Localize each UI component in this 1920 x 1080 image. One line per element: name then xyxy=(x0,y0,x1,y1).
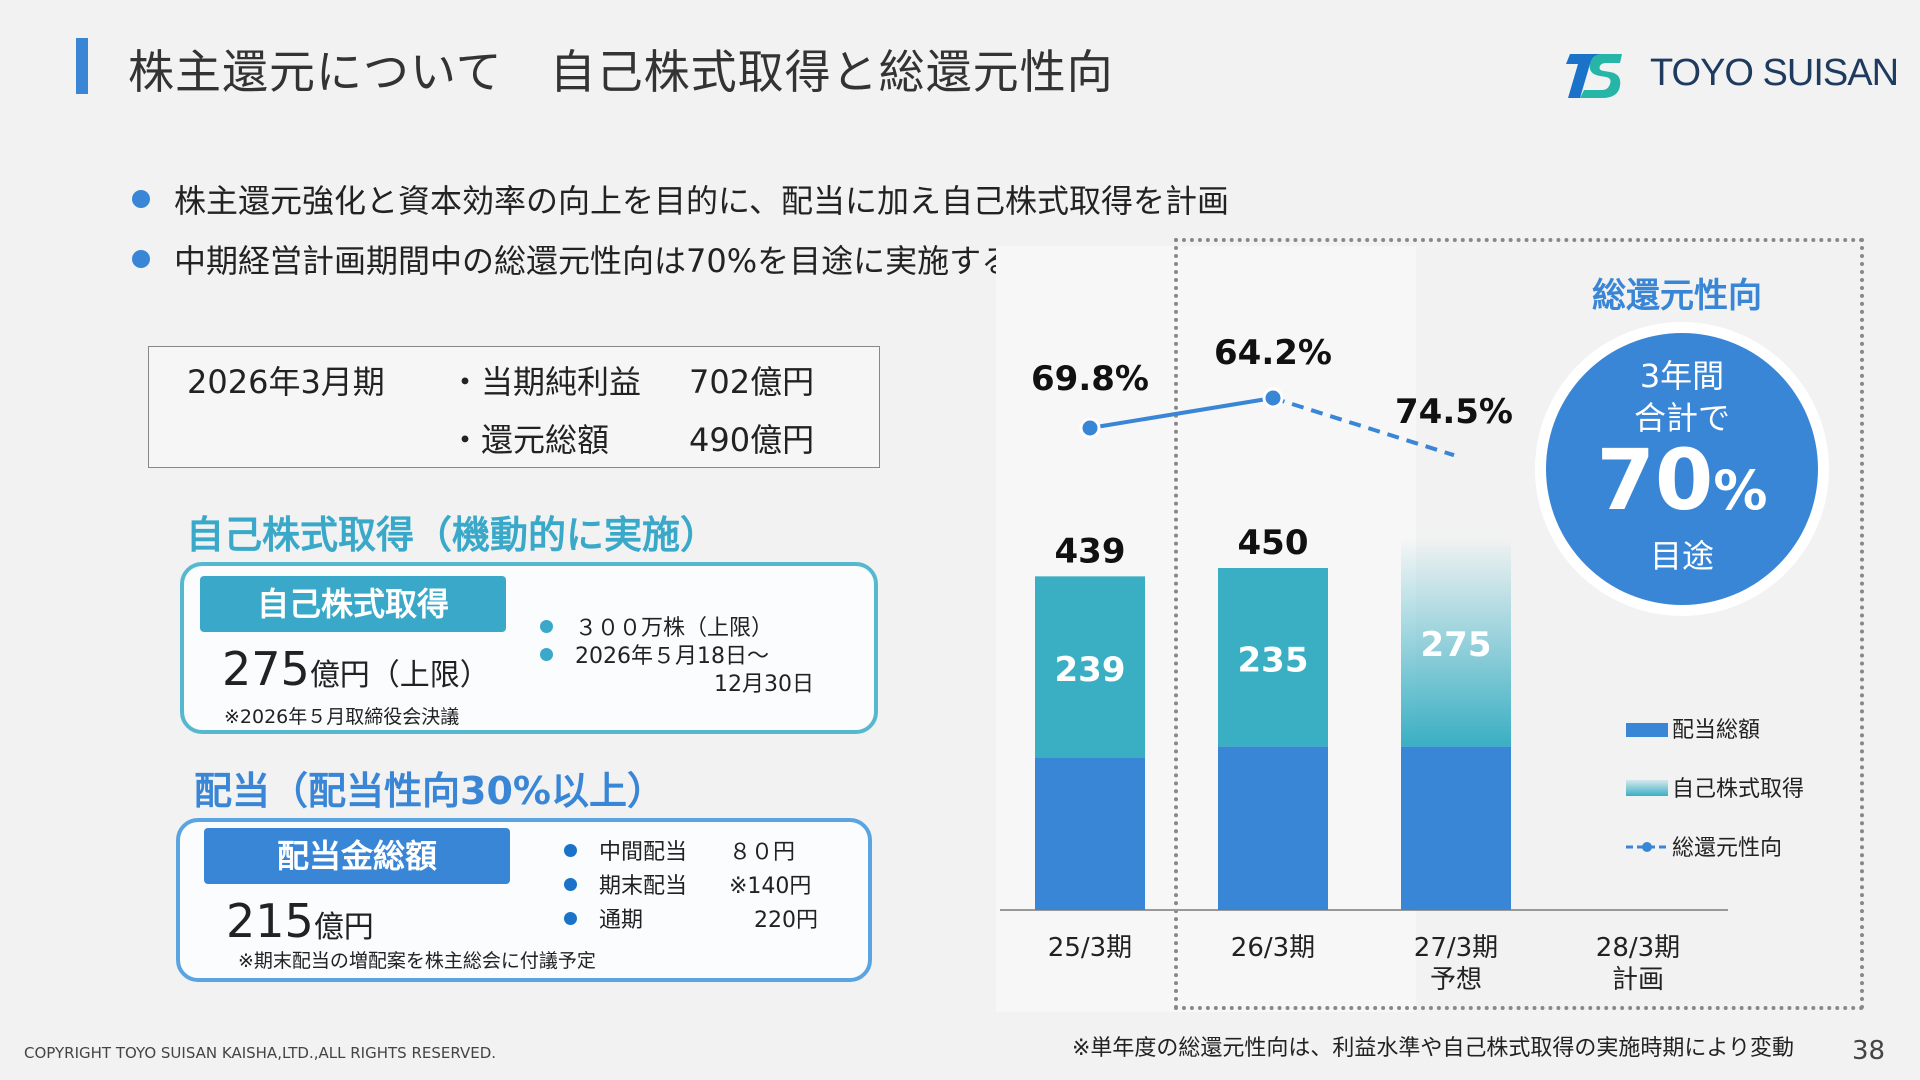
bar-dividend xyxy=(1218,746,1328,910)
dividend-row-value: ※140円 xyxy=(729,874,812,899)
bar-buyback-label: 275 xyxy=(1421,625,1492,665)
buyback-amount: 275億円（上限） xyxy=(222,642,490,696)
legend-swatch-buyback xyxy=(1626,780,1668,796)
x-tick-sublabel: 計画 xyxy=(1612,965,1664,995)
bar-total-label: 450 xyxy=(1238,523,1309,563)
payout-point-label: 69.8% xyxy=(1031,359,1149,399)
legend-label: 自己株式取得 xyxy=(1672,777,1804,802)
x-tick-label: 26/3期 xyxy=(1231,933,1315,963)
target-aim-label: 目途 xyxy=(1649,537,1714,575)
bar-buyback xyxy=(1035,576,1145,758)
legend-swatch-payout-dot xyxy=(1642,842,1652,852)
payout-point-label: 64.2% xyxy=(1214,333,1332,373)
brand-logo-icon xyxy=(1566,54,1622,98)
dividend-row: 期末配当 ※140円 xyxy=(564,868,811,900)
footnote: ※単年度の総還元性向は、利益水準や自己株式取得の実施時期により変動 xyxy=(1072,1036,1794,1061)
payout-point xyxy=(1262,387,1284,409)
bullet-dot-icon xyxy=(564,844,577,857)
buyback-note: ※2026年５月取締役会決議 xyxy=(224,706,460,728)
bullet-text: 株主還元強化と資本効率の向上を目的に、配当に加え自己株式取得を計画 xyxy=(174,182,1230,220)
bullet-item: 株主還元強化と資本効率の向上を目的に、配当に加え自己株式取得を計画 xyxy=(132,176,1229,222)
x-tick-sublabel: 予想 xyxy=(1430,965,1482,995)
bullet-item: 中期経営計画期間中の総還元性向は70%を目途に実施する xyxy=(132,236,1013,282)
bullet-dot-icon xyxy=(564,878,577,891)
x-tick-label: 27/3期 xyxy=(1414,933,1498,963)
bar-dividend xyxy=(1401,746,1511,910)
buyback-detail: ３００万株（上限） xyxy=(540,610,773,642)
dividend-note: ※期末配当の増配案を株主総会に付議予定 xyxy=(238,950,596,972)
brand-name: TOYO SUISAN xyxy=(1650,52,1899,94)
dividend-row: 中間配当 ８０円 xyxy=(564,834,795,866)
dividend-row: 通期 220円 xyxy=(564,902,818,934)
total-return-label: ・還元総額 xyxy=(449,421,610,459)
dividend-heading: 配当（配当性向30%以上） xyxy=(194,769,665,813)
bar-buyback-label: 239 xyxy=(1055,650,1126,690)
target-value-pct: % xyxy=(1713,459,1768,522)
net-income-value: 702億円 xyxy=(689,363,815,401)
target-circle: 3年間 合計で 70% 目途 xyxy=(1546,333,1818,605)
copyright: COPYRIGHT TOYO SUISAN KAISHA,LTD.,ALL RI… xyxy=(24,1044,497,1062)
buyback-amount-number: 275 xyxy=(222,642,310,696)
target-total-label: 合計で xyxy=(1633,399,1730,437)
legend-label: 総還元性向 xyxy=(1672,836,1782,861)
bar-buyback xyxy=(1401,537,1511,747)
bullet-dot-icon xyxy=(564,912,577,925)
summary-period: 2026年3月期 xyxy=(187,363,385,401)
bullet-text: 中期経営計画期間中の総還元性向は70%を目途に実施する xyxy=(174,242,1014,280)
x-tick-label: 25/3期 xyxy=(1048,933,1132,963)
dividend-row-label: 中間配当 xyxy=(599,840,688,865)
bar-buyback xyxy=(1218,568,1328,747)
plan-frame xyxy=(1174,238,1864,1010)
bullet-dot-icon xyxy=(132,250,150,268)
dividend-row-label: 通期 xyxy=(599,908,644,933)
x-tick-label: 28/3期 xyxy=(1596,933,1680,963)
payout-line-forecast xyxy=(1272,396,1455,458)
dividend-label: 配当金総額 xyxy=(204,828,510,884)
legend-swatch-dividend xyxy=(1626,723,1668,737)
bullet-dot-icon xyxy=(132,190,150,208)
bullet-dot-icon xyxy=(540,648,553,661)
payout-point-label: 74.5% xyxy=(1395,392,1513,432)
buyback-card: 自己株式取得 275億円（上限） ※2026年５月取締役会決議 ３００万株（上限… xyxy=(180,562,878,734)
payout-line-segment xyxy=(1089,396,1274,430)
bar-buyback-label: 235 xyxy=(1238,640,1309,680)
dividend-amount-unit: 億円 xyxy=(313,910,374,945)
payout-point xyxy=(1079,417,1101,439)
page-title: 株主還元について 自己株式取得と総還元性向 xyxy=(128,45,1114,99)
buyback-detail-text: 12月30日 xyxy=(714,672,814,697)
page-number: 38 xyxy=(1852,1036,1886,1066)
net-income-label: ・当期純利益 xyxy=(449,363,642,401)
target-value: 70% xyxy=(1546,431,1818,529)
buyback-label: 自己株式取得 xyxy=(200,576,506,632)
dividend-amount: 215億円 xyxy=(226,894,374,948)
summary-box: 2026年3月期 ・当期純利益 702億円 ・還元総額 490億円 xyxy=(148,346,880,468)
dividend-row-value: 220円 xyxy=(754,908,818,933)
target-period: 3年間 xyxy=(1639,357,1725,395)
buyback-detail-text: 2026年５月18日～ xyxy=(575,644,769,669)
dividend-card: 配当金総額 215億円 ※期末配当の増配案を株主総会に付議予定 中間配当 ８０円 … xyxy=(176,818,872,982)
buyback-heading: 自己株式取得（機動的に実施） xyxy=(186,513,719,557)
payout-heading: 総還元性向 xyxy=(1592,276,1762,316)
target-value-number: 70 xyxy=(1596,431,1714,529)
dividend-amount-number: 215 xyxy=(226,894,314,948)
legend-label: 配当総額 xyxy=(1672,718,1760,743)
total-return-value: 490億円 xyxy=(689,421,815,459)
buyback-detail-text: ３００万株（上限） xyxy=(575,616,774,641)
title-accent-bar xyxy=(76,38,88,94)
bar-total-label: 439 xyxy=(1055,531,1126,571)
dividend-row-label: 期末配当 xyxy=(599,874,688,899)
buyback-detail: 2026年５月18日～ xyxy=(540,638,769,670)
bar-dividend xyxy=(1035,758,1145,910)
bullet-dot-icon xyxy=(540,620,553,633)
buyback-amount-unit: 億円（上限） xyxy=(309,658,490,693)
dividend-row-value: ８０円 xyxy=(729,840,796,865)
